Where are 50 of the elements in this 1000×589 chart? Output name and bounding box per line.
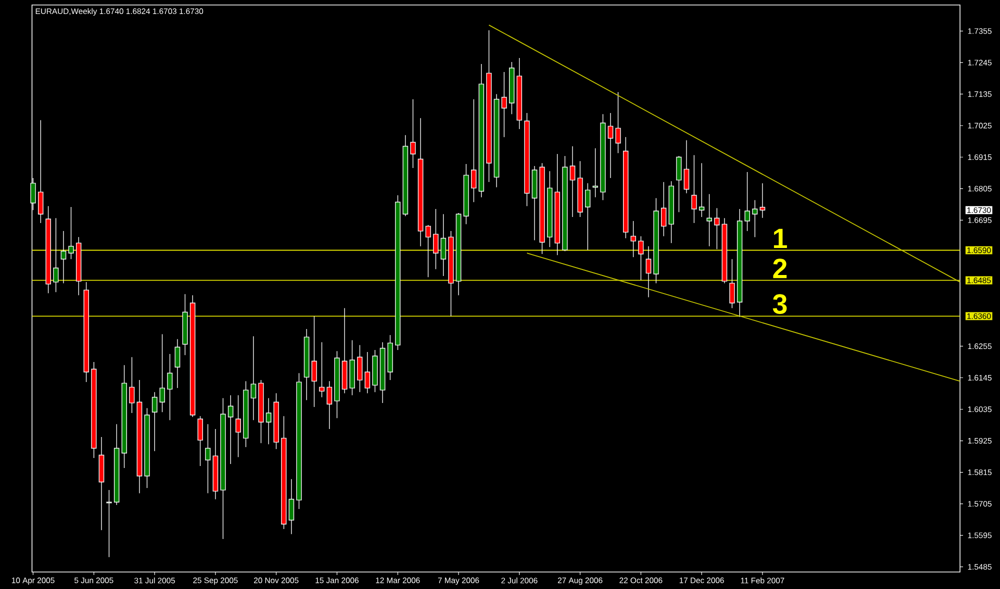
candlestick — [266, 398, 272, 445]
candlestick — [615, 92, 621, 154]
candlestick — [60, 230, 66, 284]
candlestick — [676, 156, 682, 212]
candlestick — [38, 120, 44, 224]
candlestick — [357, 344, 362, 392]
candlestick — [471, 98, 476, 202]
candlestick — [288, 478, 294, 535]
candlestick — [684, 140, 690, 194]
candlestick — [660, 182, 666, 237]
candlestick — [160, 334, 165, 412]
candlestick — [501, 72, 507, 138]
annotation: 2 — [773, 258, 787, 278]
candlestick — [691, 154, 697, 224]
candlestick — [319, 342, 325, 398]
candlestick — [760, 182, 766, 218]
candlestick — [106, 490, 112, 558]
candlestick — [638, 236, 644, 280]
candlestick — [714, 208, 720, 250]
candlestick — [698, 162, 704, 218]
candlestick — [167, 354, 173, 420]
candlestick — [752, 200, 758, 238]
candlestick — [433, 208, 438, 270]
candlestick — [236, 394, 241, 458]
candlestick — [425, 224, 431, 278]
candlestick — [608, 112, 614, 178]
candlestick — [592, 148, 598, 198]
candlestick — [250, 336, 256, 420]
candlestick — [53, 218, 59, 292]
candlestick — [706, 194, 712, 247]
candlestick — [630, 220, 636, 258]
candlestick — [364, 352, 370, 394]
candlestick — [729, 258, 735, 308]
candlestick — [198, 416, 203, 466]
candlestick — [326, 380, 332, 430]
candlestick — [570, 146, 576, 218]
candlestick — [410, 98, 416, 168]
candlestick — [744, 172, 750, 232]
candlestick — [312, 316, 317, 408]
annotation: 1 — [774, 228, 787, 248]
candlestick — [228, 394, 234, 464]
annotation: 3 — [772, 294, 787, 314]
candlestick — [152, 392, 158, 452]
candlestick — [585, 182, 590, 250]
candlestick — [68, 206, 74, 260]
candlestick — [129, 356, 135, 414]
candlestick — [646, 246, 652, 298]
candlestick — [205, 424, 211, 494]
candlestick — [174, 338, 180, 388]
candlestick — [440, 214, 446, 276]
